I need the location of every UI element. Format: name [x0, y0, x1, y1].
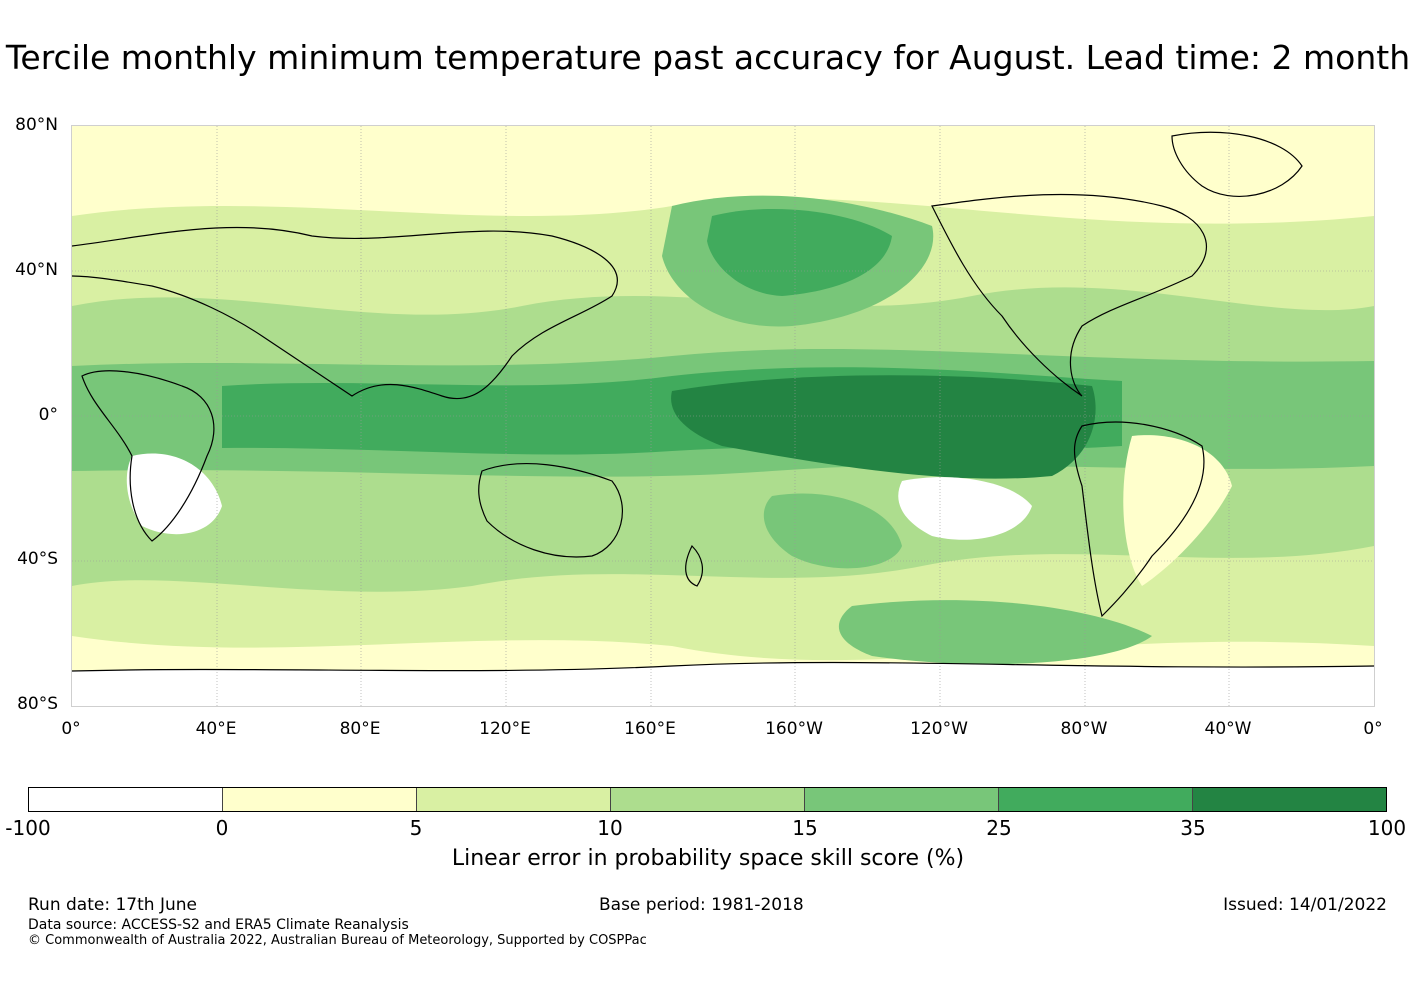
lon-label-40w: 40°W	[1204, 719, 1252, 739]
base-period: Base period: 1981-2018	[599, 895, 804, 915]
lon-label-0-left: 0°	[61, 719, 81, 739]
colorbar-tick: 5	[409, 816, 423, 840]
lon-label-120e: 120°E	[479, 719, 531, 739]
colorbar-segment	[999, 788, 1193, 811]
colorbar-segment	[29, 788, 223, 811]
run-date: Run date: 17th June	[28, 895, 197, 915]
skill-score-map	[71, 125, 1375, 707]
colorbar-label: Linear error in probability space skill …	[451, 846, 965, 871]
colorbar-segment	[805, 788, 999, 811]
lon-label-160w: 160°W	[765, 719, 823, 739]
colorbar-tick: 10	[597, 816, 623, 840]
lon-label-80e: 80°E	[339, 719, 381, 739]
colorbar-segment	[417, 788, 611, 811]
colorbar-segment	[1193, 788, 1386, 811]
colorbar-segment	[611, 788, 805, 811]
lon-label-40e: 40°E	[195, 719, 237, 739]
colorbar-tick: 25	[986, 816, 1012, 840]
lat-label-80s: 80°S	[17, 694, 58, 714]
lat-label-80n: 80°N	[15, 115, 58, 135]
copyright-notice: © Commonwealth of Australia 2022, Austra…	[28, 933, 647, 948]
colorbar-tick: 15	[792, 816, 818, 840]
colorbar-segment	[223, 788, 417, 811]
map-canvas	[72, 126, 1374, 706]
lon-label-120w: 120°W	[910, 719, 968, 739]
issued-date: Issued: 14/01/2022	[1223, 895, 1387, 915]
lon-label-160e: 160°E	[624, 719, 676, 739]
lon-label-80w: 80°W	[1060, 719, 1108, 739]
colorbar-tick: 0	[215, 816, 229, 840]
colorbar-tick: 35	[1180, 816, 1206, 840]
data-source: Data source: ACCESS-S2 and ERA5 Climate …	[28, 917, 409, 933]
colorbar-tick: 100	[1367, 816, 1407, 840]
map-title: Tercile monthly minimum temperature past…	[5, 38, 1411, 77]
lon-label-0-right: 0°	[1363, 719, 1383, 739]
colorbar-tick: -100	[5, 816, 51, 840]
lat-label-40s: 40°S	[17, 549, 58, 569]
lat-label-40n: 40°N	[15, 260, 58, 280]
colorbar	[28, 787, 1387, 812]
lat-label-equator: 0°	[38, 405, 58, 425]
